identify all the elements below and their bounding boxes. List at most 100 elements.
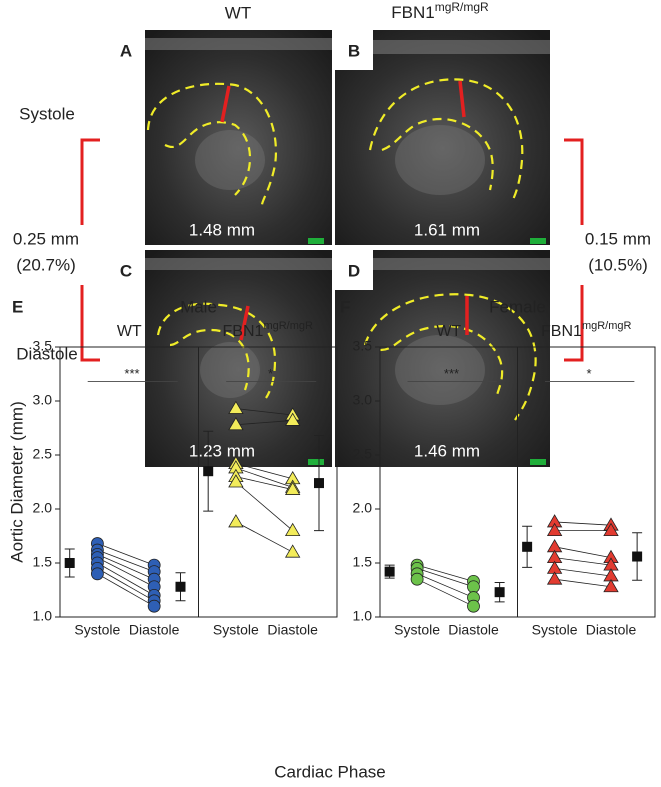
group-name-text: WT (117, 323, 142, 340)
y-tick-label: 2.5 (353, 446, 373, 462)
group-name-sup: mgR/mgR (263, 320, 313, 332)
column-header: WT (225, 3, 251, 22)
pair-line (416, 578, 474, 607)
measurement: 1.48 mm (189, 220, 255, 239)
pair-line (97, 549, 155, 573)
pair-line (554, 546, 612, 558)
measurement: 1.61 mm (414, 220, 480, 239)
y-tick-label: 1.5 (353, 554, 373, 570)
pair-line (235, 463, 293, 480)
pair-line (235, 420, 293, 426)
x-axis-label: Cardiac Phase (274, 762, 386, 781)
data-point (467, 580, 480, 594)
brackets (80, 138, 584, 362)
significance: * (586, 366, 591, 381)
y-axis-label: Aortic Diameter (mm) (7, 401, 26, 563)
mean-marker (494, 587, 505, 598)
significance: *** (124, 366, 139, 381)
data-point (284, 544, 301, 558)
panel-letter: C (120, 261, 132, 280)
group-name-text: FBN1 (541, 323, 582, 340)
mean-marker (384, 566, 395, 577)
pair-line (235, 408, 293, 416)
group-name-text: FBN1 (223, 323, 264, 340)
x-tick-label: Systole (213, 622, 259, 638)
x-tick-label: Diastole (448, 622, 499, 638)
change-label: (10.5%) (588, 255, 648, 274)
data-point (228, 400, 244, 414)
change-label: 0.15 mm (585, 229, 651, 248)
column-header: FBN1mgR/mgR (391, 0, 489, 22)
image-c (145, 250, 332, 467)
data-point (603, 578, 619, 593)
panel-letter: A (120, 41, 132, 60)
y-tick-label: 1.0 (33, 608, 53, 624)
pair-line (97, 557, 155, 588)
column-header-text: FBN1 (391, 3, 434, 22)
y-tick-label: 3.5 (353, 338, 373, 354)
chart-title: Female (489, 297, 546, 316)
pair-line (235, 521, 293, 553)
pair-line (416, 573, 474, 598)
column-header-sup: mgR/mgR (435, 0, 489, 14)
data-point (228, 474, 244, 488)
group-name: WT (117, 323, 142, 340)
y-tick-label: 3.0 (353, 392, 373, 408)
mean-marker (632, 551, 643, 562)
chart-title: Male (180, 297, 217, 316)
group-name-text: WT (436, 323, 461, 340)
change-label: (20.7%) (16, 255, 76, 274)
x-tick-label: Diastole (267, 622, 318, 638)
panel-letter: F (340, 297, 350, 316)
group-name: WT (436, 323, 461, 340)
y-tick-label: 1.0 (353, 608, 373, 624)
measurement: 1.46 mm (414, 441, 480, 460)
data-point (284, 522, 301, 536)
pair-line (417, 564, 474, 582)
row-label: Systole (19, 104, 75, 123)
mean-marker (64, 558, 75, 568)
pair-line (235, 476, 293, 490)
x-tick-label: Systole (532, 622, 578, 638)
ultrasound-images (107, 30, 550, 467)
x-tick-label: Diastole (129, 622, 180, 638)
group-name: FBN1mgR/mgR (541, 320, 631, 340)
pair-line (554, 557, 612, 566)
significance: *** (444, 366, 459, 381)
x-tick-label: Diastole (586, 622, 637, 638)
mean-marker (522, 541, 533, 552)
x-tick-label: Systole (394, 622, 440, 638)
significance: * (268, 366, 273, 381)
y-tick-label: 1.5 (33, 554, 53, 570)
pair-line (554, 578, 612, 588)
change-label: 0.25 mm (13, 229, 79, 248)
panel-letter: D (348, 261, 360, 280)
data-point (228, 514, 244, 528)
row-label: Diastole (16, 344, 77, 363)
mean-marker (203, 466, 214, 477)
y-tick-label: 3.0 (33, 392, 53, 408)
data-point (603, 522, 619, 536)
pair-line (417, 568, 474, 588)
data-point (228, 416, 244, 431)
pair-line (554, 521, 612, 526)
y-tick-label: 3.5 (33, 338, 53, 354)
pair-line (97, 543, 155, 566)
data-point (284, 481, 301, 495)
y-tick-label: 2.5 (33, 446, 53, 462)
panel-letter: E (12, 297, 23, 316)
data-point (147, 599, 161, 613)
group-name: FBN1mgR/mgR (223, 320, 313, 340)
image-a (145, 30, 332, 245)
pair-line (235, 467, 293, 488)
pair-line (235, 481, 293, 531)
panel-letter: B (348, 41, 360, 60)
y-tick-label: 2.0 (33, 500, 53, 516)
pair-line (554, 568, 612, 577)
pair-line (97, 573, 155, 607)
pair-line (97, 562, 155, 596)
pair-line (97, 553, 155, 580)
data-point (546, 571, 563, 585)
mean-marker (313, 478, 324, 489)
